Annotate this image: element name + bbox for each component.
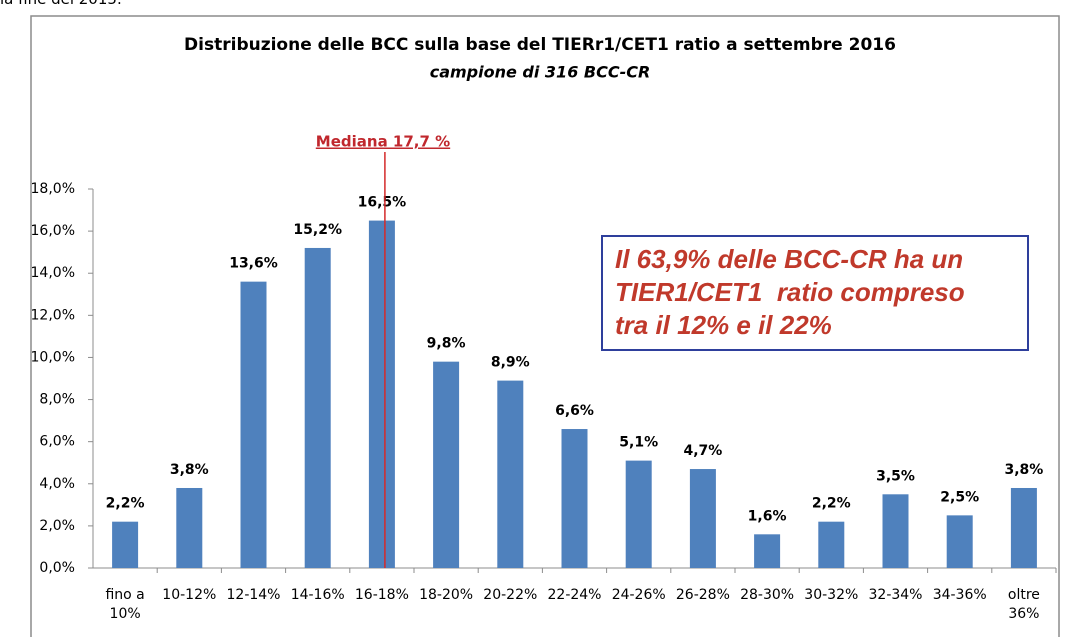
bar — [304, 247, 331, 568]
x-tick-label: 26-28% — [675, 587, 730, 603]
x-tick-label: oltre 36% — [1007, 587, 1040, 622]
chart-title: Distribuzione delle BCC sulla base del T… — [184, 35, 896, 55]
x-tick-label: 32-34% — [868, 587, 923, 603]
bar — [368, 220, 395, 569]
x-tick-label: fino a 10% — [105, 587, 145, 622]
x-tick-label: 18-20% — [419, 587, 474, 603]
x-tick-label: 20-22% — [483, 587, 538, 603]
data-label: 3,8% — [170, 462, 209, 478]
x-tick-label: 14-16% — [290, 587, 345, 603]
bar — [689, 469, 716, 568]
x-tick-label: 22-24% — [547, 587, 602, 603]
y-tick-label: 4,0% — [39, 476, 75, 492]
data-label: 15,2% — [293, 222, 342, 238]
x-tick-label: 34-36% — [932, 587, 987, 603]
y-tick-label: 14,0% — [31, 265, 75, 281]
y-tick-label: 12,0% — [31, 307, 75, 323]
bar — [946, 515, 973, 568]
bar — [240, 281, 267, 568]
x-tick-label: 10-12% — [162, 587, 217, 603]
bar — [882, 494, 909, 568]
bar — [112, 521, 139, 568]
x-tick-label: 30-32% — [804, 587, 859, 603]
y-tick-label: 2,0% — [39, 518, 75, 534]
annotation-line: Il 63,9% delle BCC-CR ha un — [615, 244, 964, 274]
data-label: 13,6% — [229, 256, 278, 272]
data-label: 2,5% — [940, 489, 979, 505]
data-label: 6,6% — [555, 403, 594, 419]
data-label: 8,9% — [491, 355, 530, 371]
bar — [754, 534, 781, 568]
bar — [176, 487, 203, 568]
y-tick-label: 8,0% — [39, 392, 75, 408]
x-tick-label: 12-14% — [226, 587, 281, 603]
data-label: 3,5% — [876, 468, 915, 484]
data-label: 2,2% — [106, 496, 145, 512]
data-label: 9,8% — [427, 336, 466, 352]
annotation-box: Il 63,9% delle BCC-CR ha un TIER1/CET1 ra… — [601, 235, 1029, 351]
page-text: la fine del 2015. — [0, 0, 122, 8]
bar — [497, 380, 524, 568]
median-label: Mediana 17,7 % — [316, 133, 450, 151]
data-label: 5,1% — [619, 435, 658, 451]
data-label: 4,7% — [683, 443, 722, 459]
y-tick-label: 6,0% — [39, 434, 75, 450]
bar — [818, 521, 845, 568]
y-tick-label: 10,0% — [31, 349, 75, 365]
chart-subtitle: campione di 316 BCC-CR — [430, 63, 651, 82]
x-tick-label: 28-30% — [740, 587, 795, 603]
annotation-line: TIER1/CET1 ratio compreso — [615, 277, 965, 307]
bar — [433, 361, 460, 568]
bar — [1010, 487, 1037, 568]
data-label: 2,2% — [812, 496, 851, 512]
bar — [561, 429, 588, 568]
data-label: 3,8% — [1004, 462, 1043, 478]
chart-frame — [30, 15, 1060, 637]
y-tick-label: 0,0% — [39, 560, 75, 576]
annotation-line: tra il 12% e il 22% — [615, 310, 832, 340]
data-label: 1,6% — [748, 508, 787, 524]
bar — [625, 460, 652, 568]
data-label: 16,5% — [358, 195, 407, 211]
y-tick-label: 16,0% — [31, 223, 75, 239]
y-tick-label: 18,0% — [31, 181, 75, 197]
x-tick-label: 24-26% — [611, 587, 666, 603]
x-tick-label: 16-18% — [354, 587, 409, 603]
